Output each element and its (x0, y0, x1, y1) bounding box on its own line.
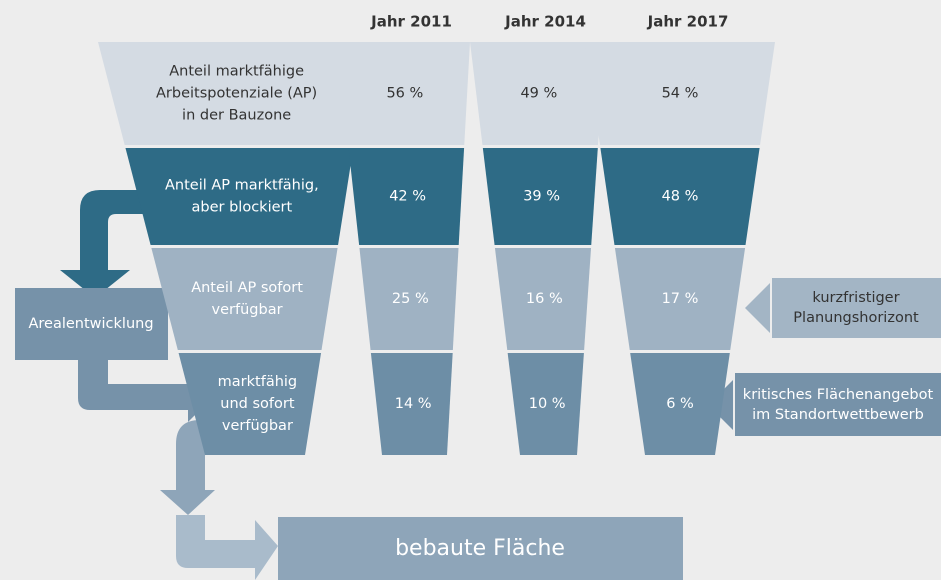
funnel-cell (370, 353, 453, 455)
side-right-box (772, 278, 941, 338)
cell-value: 14 % (395, 396, 432, 412)
funnel-cell (125, 148, 354, 245)
cell-value: 54 % (662, 86, 699, 102)
column-header: Jahr 2011 (370, 13, 452, 31)
bottom-label: bebaute Fläche (395, 536, 565, 561)
row-label: verfügbar (222, 418, 293, 434)
funnel-cell (337, 42, 470, 145)
arrow-to-bottom (176, 515, 278, 580)
cell-value: 39 % (523, 189, 560, 205)
arrow-right (78, 360, 212, 422)
side-right-label: kurzfristiger (812, 290, 899, 306)
funnel-cell (98, 42, 370, 145)
funnel-cell (600, 148, 760, 245)
funnel-cell (348, 148, 465, 245)
column-header: Jahr 2014 (504, 13, 586, 31)
cell-value: 42 % (389, 189, 426, 205)
row-label: verfügbar (212, 302, 283, 318)
side-left-box (15, 288, 168, 360)
funnel-cell (482, 148, 598, 245)
cell-value: 56 % (386, 86, 423, 102)
labels: Jahr 2011 Jahr 2014 Jahr 2017 Anteil marktf… (28, 13, 933, 562)
cell-value: 16 % (526, 291, 563, 307)
cell-value: 49 % (520, 86, 557, 102)
funnels (98, 42, 775, 455)
funnel-cell (470, 42, 605, 145)
row-label: marktfähig (218, 374, 297, 390)
funnel-cell (359, 248, 459, 350)
cell-value: 6 % (666, 396, 694, 412)
funnel-cell (614, 248, 746, 350)
cell-value: 25 % (392, 291, 429, 307)
side-left-label: Arealentwicklung (28, 316, 153, 332)
arrow-left (745, 283, 770, 333)
cell-value: 17 % (662, 291, 699, 307)
row-label: Anteil AP marktfähig, (165, 178, 319, 194)
row-label: Anteil marktfähige (169, 64, 304, 80)
funnel-cell (585, 42, 775, 145)
funnel-cell (494, 248, 592, 350)
funnel-cell (178, 353, 322, 455)
bottom-box (278, 517, 683, 580)
cell-value: 48 % (662, 189, 699, 205)
row-label: aber blockiert (192, 200, 293, 216)
row-label: und sofort (220, 396, 295, 412)
funnel-cell (507, 353, 584, 455)
row-label: Arbeitspotenziale (AP) (156, 86, 317, 102)
cell-value: 10 % (529, 396, 566, 412)
side-right-label: kritisches Flächenangebot (743, 387, 934, 403)
side-right-label: im Standortwettbewerb (752, 407, 924, 423)
row-label: Anteil AP sofort (191, 280, 303, 296)
side-right-box (735, 373, 941, 436)
funnel-cell (151, 248, 338, 350)
row-label: in der Bauzone (182, 108, 291, 124)
column-header: Jahr 2017 (647, 13, 729, 31)
side-right-label: Planungshorizont (793, 310, 919, 326)
funnel-cell (630, 353, 730, 455)
